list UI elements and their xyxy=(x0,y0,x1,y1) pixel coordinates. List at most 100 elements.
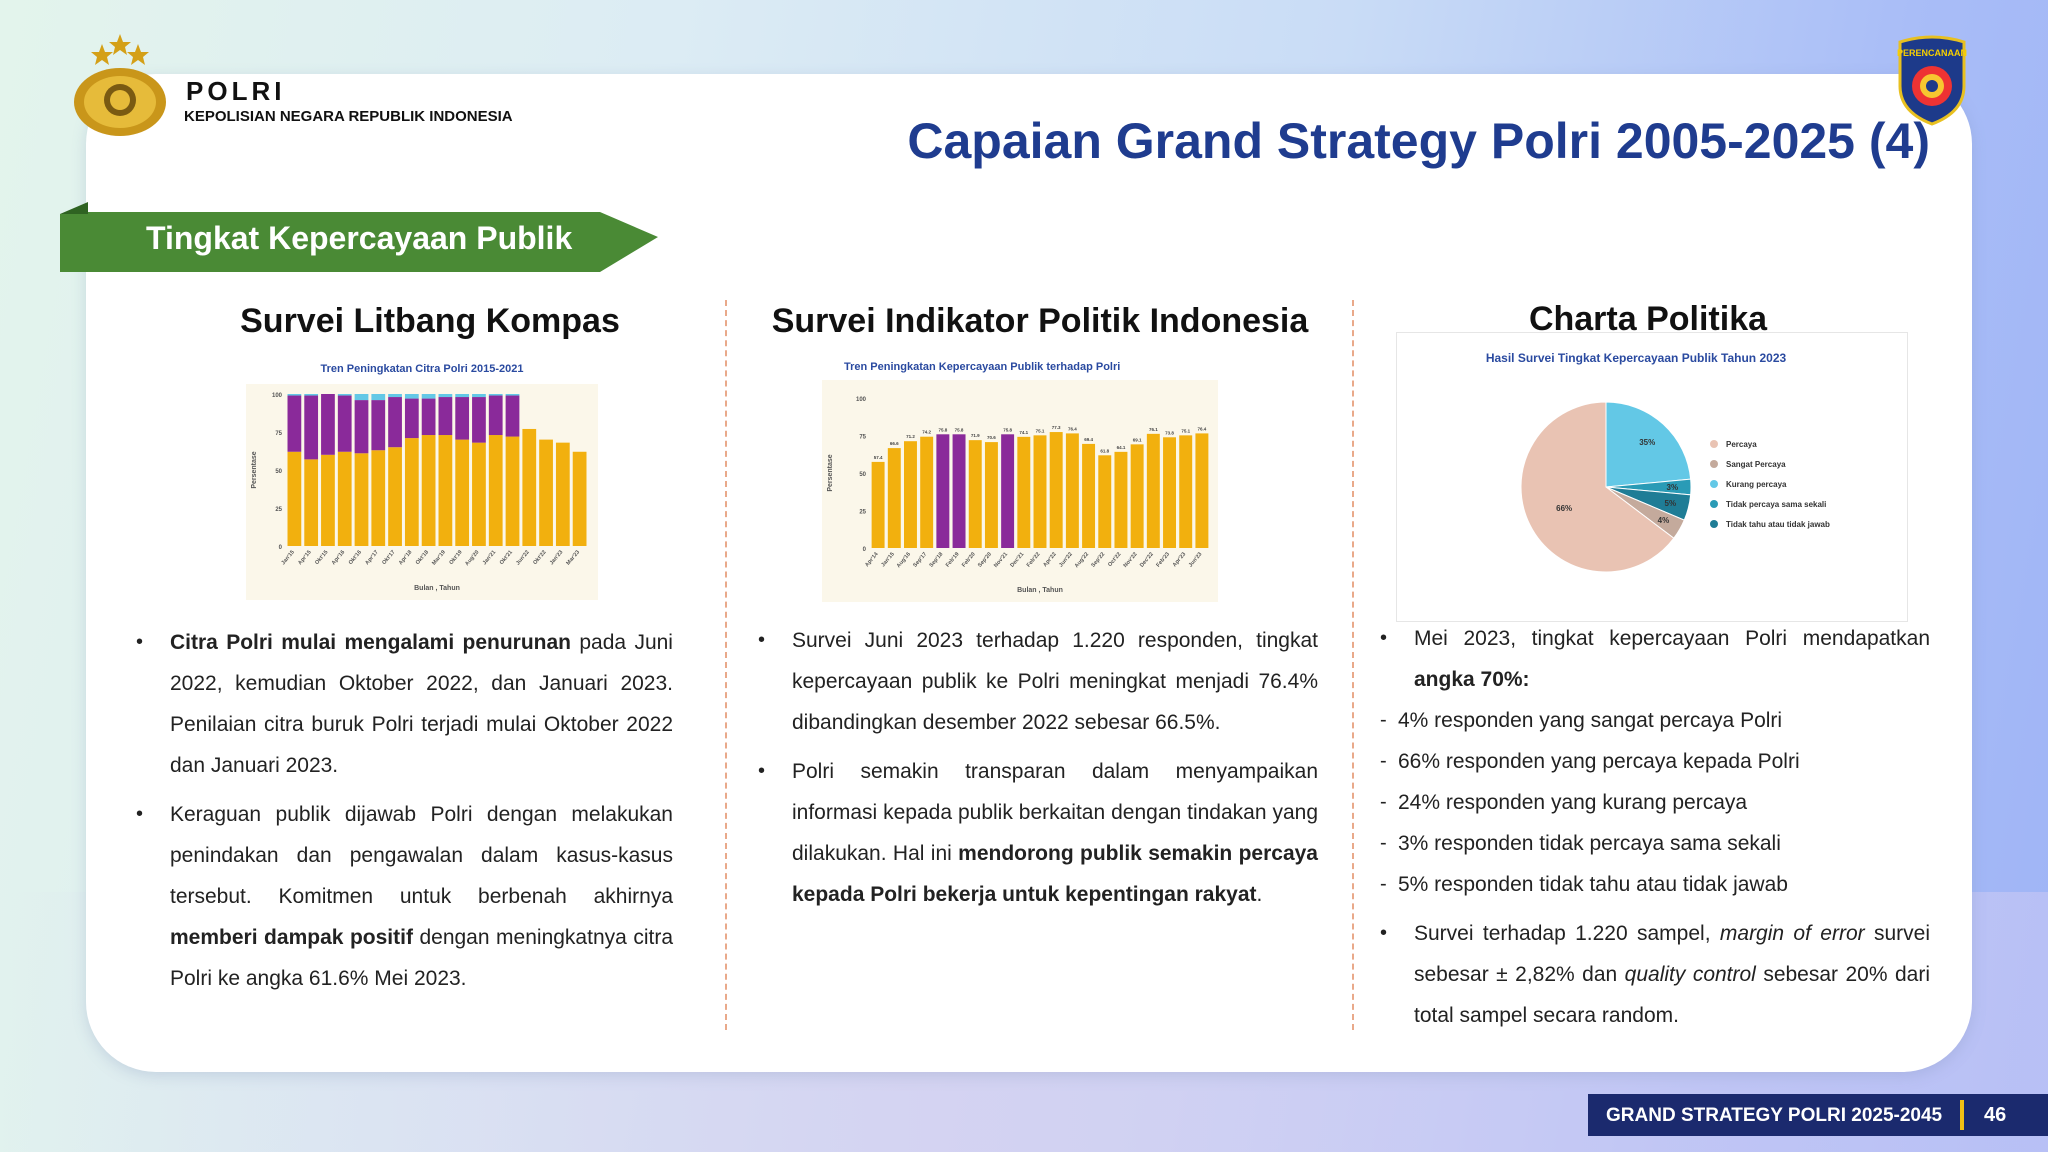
bar xyxy=(404,394,419,399)
data-label: 61.8 xyxy=(1100,448,1109,453)
data-label: 74.1 xyxy=(1019,430,1028,435)
sub-item: 3% responden tidak percaya sama sekali xyxy=(1380,823,1930,864)
data-label: 71.2 xyxy=(906,434,915,439)
y-tick-label: 25 xyxy=(275,507,282,513)
page-number: 46 xyxy=(1984,1104,2007,1126)
bar xyxy=(1146,433,1160,548)
bar xyxy=(304,395,319,460)
charta-pie-chart: Hasil Survei Tingkat Kepercayaan Publik … xyxy=(1396,332,1908,622)
y-tick-label: 100 xyxy=(272,393,283,399)
bar xyxy=(539,439,553,546)
bar xyxy=(472,397,486,443)
bar xyxy=(321,394,335,455)
pie-slice xyxy=(1520,401,1675,573)
col1-title: Survei Litbang Kompas xyxy=(240,302,620,340)
bar xyxy=(455,397,470,440)
bar xyxy=(371,394,386,401)
y-tick-label: 50 xyxy=(275,469,282,475)
legend-marker xyxy=(1710,500,1718,508)
y-tick-label: 0 xyxy=(863,547,867,553)
bar xyxy=(1033,435,1047,548)
data-label: 75.8 xyxy=(1003,427,1012,432)
sub-item: 4% responden yang sangat percaya Polri xyxy=(1380,700,1930,741)
brand-name: POLRI xyxy=(186,76,286,106)
bar xyxy=(1163,437,1176,548)
bar xyxy=(438,394,453,398)
data-label: 76.4 xyxy=(1198,426,1207,431)
section-title: Tingkat Kepercayaan Publik xyxy=(146,220,573,256)
col3-title: Charta Politika xyxy=(1528,300,1768,338)
bar xyxy=(1017,436,1031,548)
bar xyxy=(421,398,436,436)
bar xyxy=(904,441,917,548)
y-tick-label: 50 xyxy=(859,472,866,478)
bar xyxy=(287,395,302,452)
bar xyxy=(1001,434,1015,548)
sub-item: 66% responden yang percaya kepada Polri xyxy=(1380,741,1930,782)
bar xyxy=(936,434,950,548)
legend-marker xyxy=(1710,480,1718,488)
bar xyxy=(404,438,419,546)
bar xyxy=(1082,443,1096,548)
bar xyxy=(952,434,966,548)
bar xyxy=(337,394,352,396)
list-item: Survei terhadap 1.220 sampel, margin of … xyxy=(1380,913,1930,1036)
list-item: Polri semakin transparan dalam menyampai… xyxy=(758,751,1318,915)
data-label: 75.8 xyxy=(938,427,947,432)
legend-entry: Kurang percaya xyxy=(1726,480,1787,489)
data-label: 57.4 xyxy=(874,455,883,460)
footer-bar: GRAND STRATEGY POLRI 2025-2045 46 xyxy=(1588,1094,2048,1136)
y-axis-label: Persentase xyxy=(827,454,834,491)
bar xyxy=(371,450,386,546)
data-label: 77.3 xyxy=(1052,425,1061,430)
bar xyxy=(488,395,503,436)
col2-title: Survei Indikator Politik Indonesia xyxy=(771,302,1309,340)
section-ribbon xyxy=(60,202,658,272)
legend-entry: Percaya xyxy=(1726,440,1757,449)
page-title: Capaian Grand Strategy Polri 2005-2025 (… xyxy=(907,113,1930,169)
y-tick-label: 25 xyxy=(859,510,866,516)
bar xyxy=(984,442,998,548)
legend-entry: Tidak tahu atau tidak jawab xyxy=(1726,520,1830,529)
bar xyxy=(304,394,319,396)
bar xyxy=(287,451,302,546)
bar xyxy=(287,394,302,396)
data-label: 69.4 xyxy=(1084,437,1093,442)
list-item: Survei Juni 2023 terhadap 1.220 responde… xyxy=(758,620,1318,743)
bar xyxy=(388,397,402,448)
data-label: 76.1 xyxy=(1149,427,1158,432)
data-label: 64.1 xyxy=(1117,445,1126,450)
data-label: 70.6 xyxy=(987,435,996,440)
y-tick-label: 75 xyxy=(859,435,866,441)
bar xyxy=(337,395,352,452)
bar xyxy=(522,428,537,546)
data-label: 76.4 xyxy=(1068,426,1077,431)
bar xyxy=(404,398,419,439)
bar xyxy=(871,461,885,548)
data-label: 66.6 xyxy=(890,441,899,446)
bar xyxy=(1195,433,1209,548)
perencanaan-badge-icon: PERENCANAAN xyxy=(1897,35,1967,126)
bar xyxy=(505,436,520,546)
divider-2 xyxy=(1352,300,1354,1030)
legend-marker xyxy=(1710,520,1718,528)
data-label: 73.8 xyxy=(1165,430,1174,435)
polri-emblem-icon xyxy=(74,34,166,136)
kompas-bar-chart: Tren Peningkatan Citra Polri 2015-2021 1… xyxy=(246,363,598,600)
y-tick-label: 0 xyxy=(279,545,283,551)
list-item: Keraguan publik dijawab Polri dengan mel… xyxy=(136,794,673,999)
x-axis-label: Bulan , Tahun xyxy=(1017,587,1063,594)
bar xyxy=(1179,435,1193,548)
bar xyxy=(488,435,503,546)
slice-label: 66% xyxy=(1556,504,1572,513)
bar xyxy=(371,400,386,451)
bar xyxy=(354,453,369,546)
bar xyxy=(555,442,570,546)
bar xyxy=(1098,455,1112,548)
y-tick-label: 75 xyxy=(275,431,282,437)
sub-item: 5% responden tidak tahu atau tidak jawab xyxy=(1380,864,1930,905)
bar xyxy=(1065,433,1079,548)
indikator-bar-chart: Tren Peningkatan Kepercayaan Publik terh… xyxy=(822,361,1218,602)
bar xyxy=(421,394,436,399)
col2-bullets: Survei Juni 2023 terhadap 1.220 responde… xyxy=(758,620,1318,923)
